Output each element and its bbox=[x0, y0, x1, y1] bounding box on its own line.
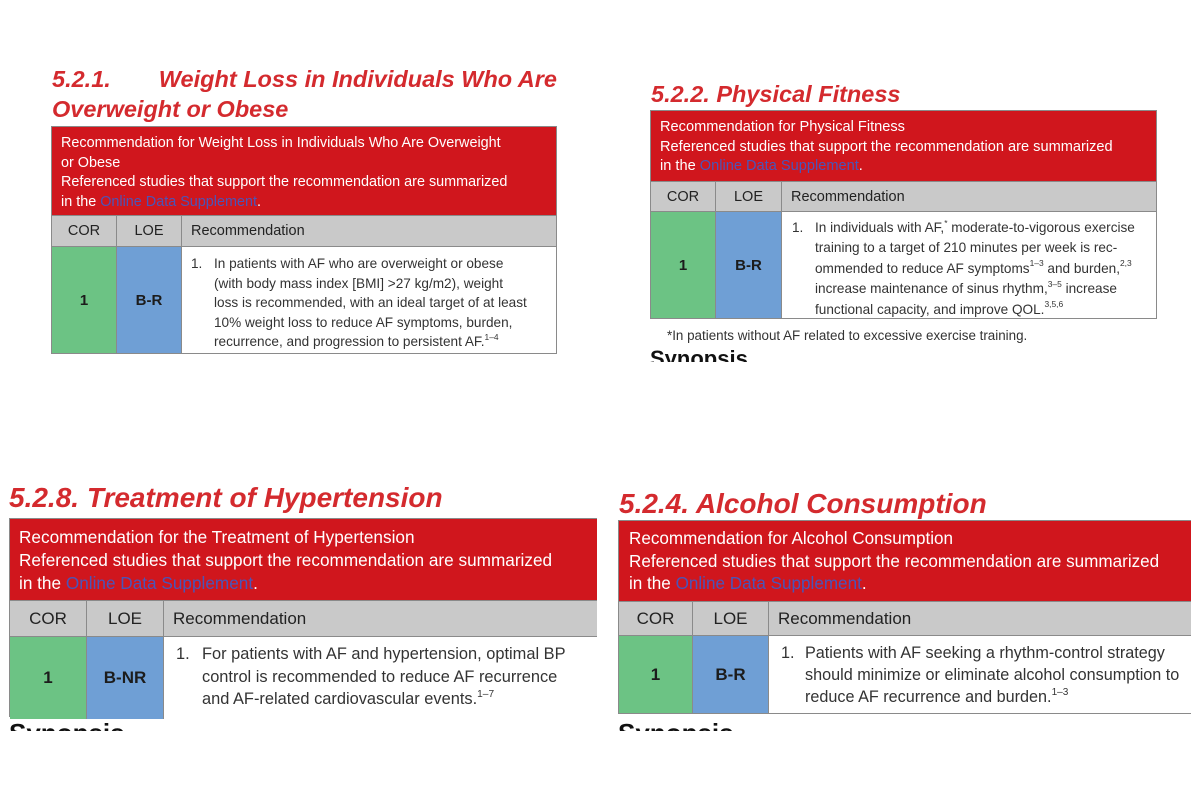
cor-value: 1 bbox=[619, 636, 693, 713]
loe-value: B-R bbox=[117, 247, 182, 353]
physical-fitness-recommendation-row: 1 B-R 1. In individuals with AF,* modera… bbox=[651, 212, 1156, 318]
loe-column-header: LOE bbox=[716, 182, 782, 211]
recommendation-text: 1. Patients with AF seeking a rhythm-con… bbox=[781, 644, 1180, 707]
weight-loss-recommendation-row: 1 B-R 1. In patients with AF who are ove… bbox=[52, 247, 556, 353]
recommendation-text: 1. For patients with AF and hypertension… bbox=[176, 645, 566, 709]
loe-column-header: LOE bbox=[117, 216, 182, 246]
weight-loss-recommendation-table: Recommendation for Weight Loss in Indivi… bbox=[51, 126, 557, 354]
weight-loss-table-header: Recommendation for Weight Loss in Indivi… bbox=[52, 127, 556, 215]
physical-fitness-table-header: Recommendation for Physical Fitness Refe… bbox=[651, 111, 1156, 181]
alcohol-cut-heading: Synopsis bbox=[618, 718, 734, 731]
physical-fitness-cut-heading: Synopsis bbox=[650, 346, 748, 362]
recommendation-column-header: Recommendation bbox=[191, 223, 305, 239]
loe-value: B-R bbox=[693, 636, 769, 713]
alcohol-table-header: Recommendation for Alcohol Consumption R… bbox=[619, 521, 1191, 601]
weight-loss-column-headers: COR LOE Recommendation bbox=[52, 215, 556, 247]
loe-value: B-R bbox=[716, 212, 782, 318]
cor-value: 1 bbox=[10, 637, 87, 719]
physical-fitness-section-title: 5.2.2. Physical Fitness bbox=[651, 81, 901, 107]
alcohol-section-title: 5.2.4. Alcohol Consumption bbox=[619, 488, 987, 519]
hypertension-recommendation-row: 1 B-NR 1. For patients with AF and hyper… bbox=[10, 637, 597, 719]
recommendation-column-header: Recommendation bbox=[778, 608, 912, 628]
alcohol-recommendation-table: Recommendation for Alcohol Consumption R… bbox=[618, 520, 1191, 714]
cor-column-header: COR bbox=[619, 602, 693, 635]
online-data-supplement-link[interactable]: Online Data Supplement bbox=[675, 574, 862, 594]
recommendation-text: 1. In patients with AF who are overweigh… bbox=[191, 256, 527, 350]
physical-fitness-footnote: *In patients without AF related to exces… bbox=[667, 328, 1028, 343]
loe-column-header: LOE bbox=[693, 602, 769, 635]
physical-fitness-recommendation-table: Recommendation for Physical Fitness Refe… bbox=[650, 110, 1157, 319]
hypertension-section-title: 5.2.8. Treatment of Hypertension bbox=[9, 482, 443, 513]
recommendation-text: 1. In individuals with AF,* moderate-to-… bbox=[792, 217, 1135, 317]
hypertension-cut-heading: Synopsis bbox=[9, 718, 125, 731]
cor-value: 1 bbox=[651, 212, 716, 318]
hypertension-column-headers: COR LOE Recommendation bbox=[10, 600, 597, 637]
hypertension-recommendation-table: Recommendation for the Treatment of Hype… bbox=[9, 518, 597, 719]
weight-loss-section-title: 5.2.1. Weight Loss in Individuals Who Ar… bbox=[52, 66, 557, 123]
recommendation-column-header: Recommendation bbox=[791, 188, 905, 205]
loe-column-header: LOE bbox=[87, 601, 164, 636]
cor-value: 1 bbox=[52, 247, 117, 353]
cor-column-header: COR bbox=[10, 601, 87, 636]
loe-value: B-NR bbox=[87, 637, 164, 719]
physical-fitness-column-headers: COR LOE Recommendation bbox=[651, 181, 1156, 212]
online-data-supplement-link[interactable]: Online Data Supplement bbox=[65, 573, 254, 593]
cor-column-header: COR bbox=[52, 216, 117, 246]
alcohol-recommendation-row: 1 B-R 1. Patients with AF seeking a rhyt… bbox=[619, 636, 1191, 713]
online-data-supplement-link[interactable]: Online Data Supplement bbox=[100, 193, 257, 210]
recommendation-column-header: Recommendation bbox=[173, 608, 307, 628]
alcohol-column-headers: COR LOE Recommendation bbox=[619, 601, 1191, 636]
hypertension-table-header: Recommendation for the Treatment of Hype… bbox=[10, 519, 597, 600]
cor-column-header: COR bbox=[651, 182, 716, 211]
online-data-supplement-link[interactable]: Online Data Supplement bbox=[699, 158, 859, 174]
